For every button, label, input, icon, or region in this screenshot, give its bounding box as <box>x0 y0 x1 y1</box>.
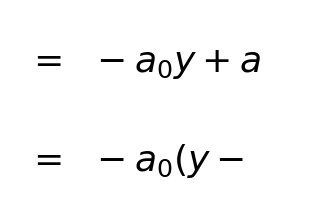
Text: $= \;\; -a_0(y -$: $= \;\; -a_0(y -$ <box>26 141 244 180</box>
Text: $= \;\; -a_0 y + a$: $= \;\; -a_0 y + a$ <box>26 47 260 81</box>
